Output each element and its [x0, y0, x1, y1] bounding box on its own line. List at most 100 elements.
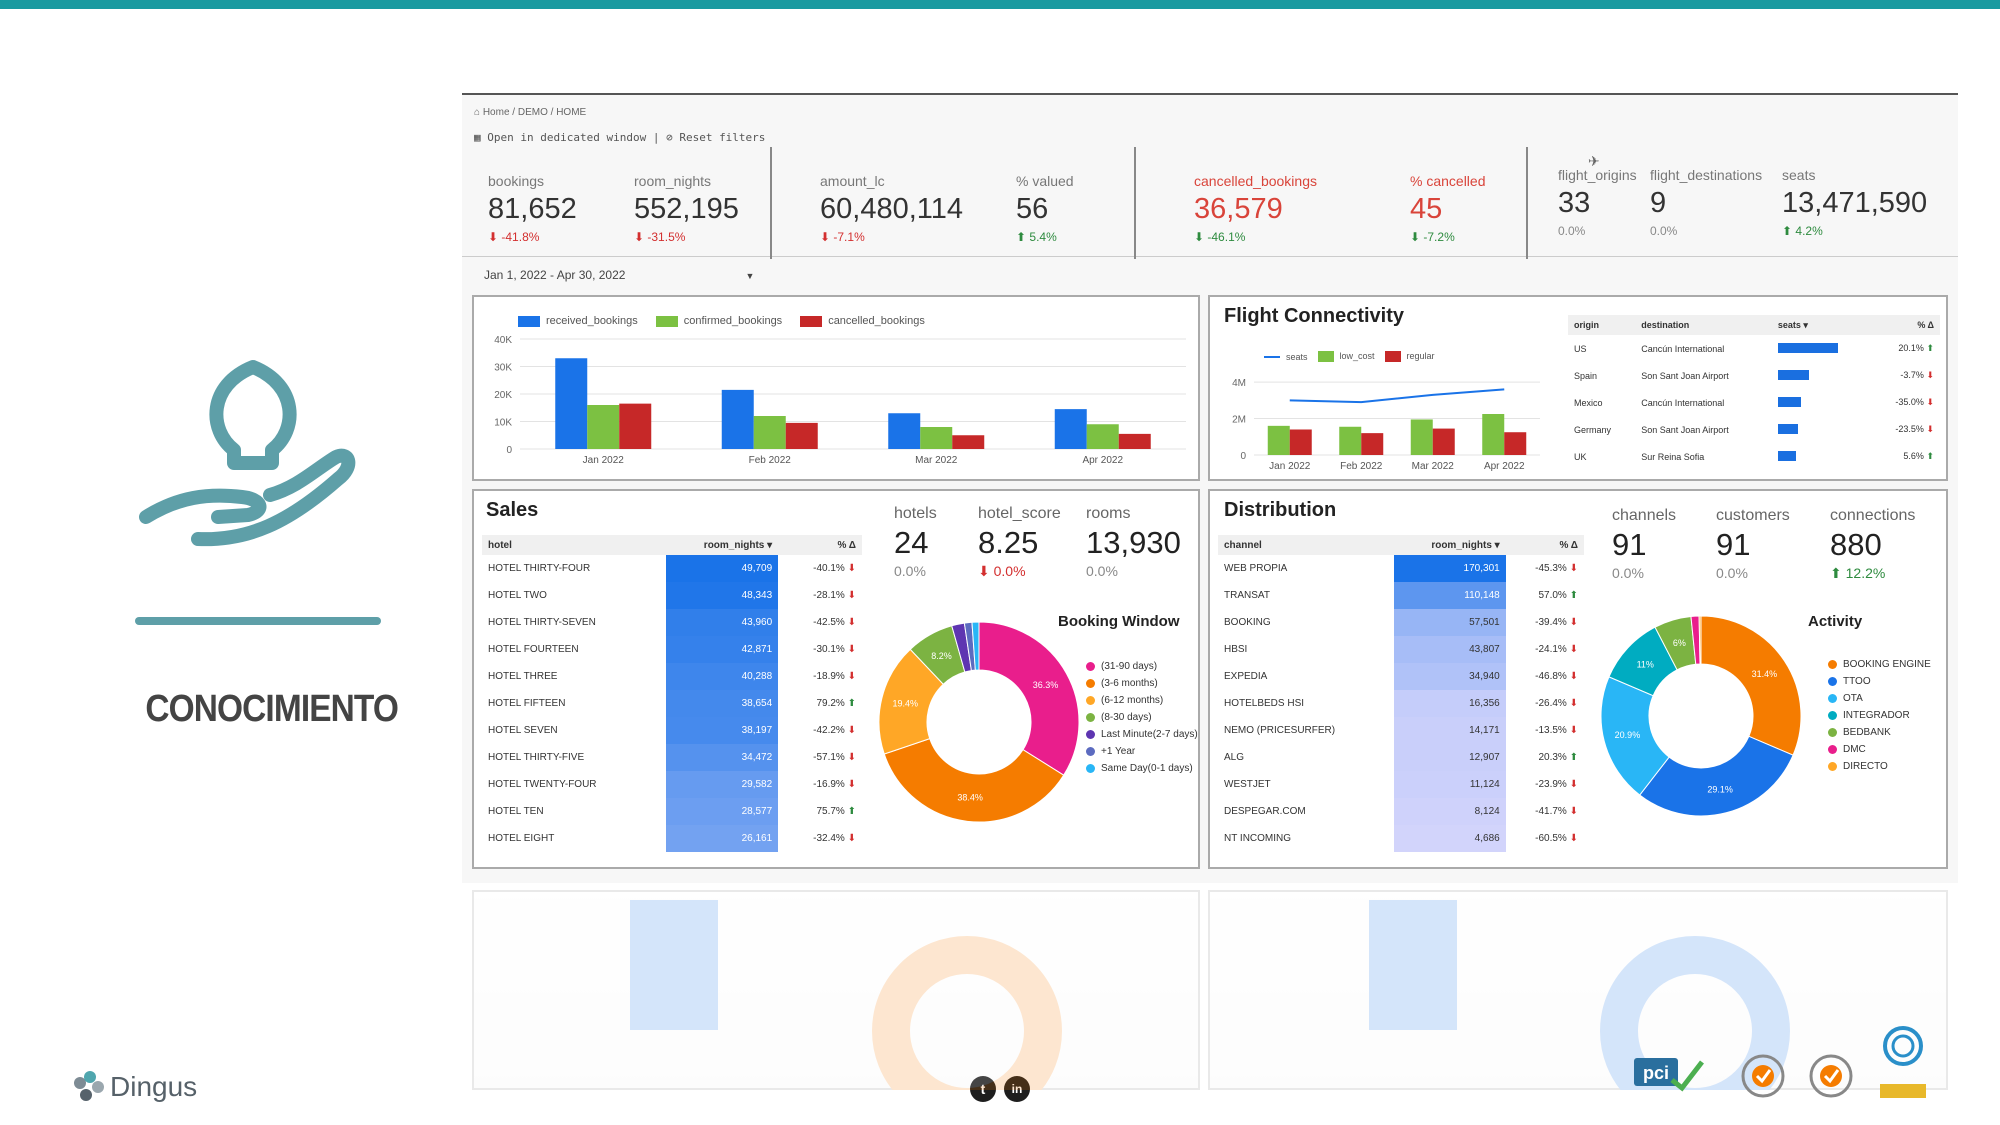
breadcrumb-home[interactable]: Home — [482, 107, 510, 118]
distribution-channel-table: channel room_nights ▾ % Δ WEB PROPIA 170,… — [1218, 535, 1584, 852]
table-row[interactable]: NT INCOMING 4,686 -60.5% ⬇ — [1218, 825, 1584, 852]
x-tick-label: Feb 2022 — [749, 455, 792, 466]
bar — [1339, 426, 1362, 455]
activity-legend: BOOKING ENGINE TTOO OTA INTEGRADOR BEDBANK DM… — [1828, 659, 1944, 778]
donut-slice — [883, 738, 1065, 823]
column-header[interactable]: channel — [1218, 535, 1394, 555]
reset-filters-link[interactable]: Reset filters — [679, 131, 766, 144]
table-row[interactable]: WESTJET 11,124 -23.9% ⬇ — [1218, 771, 1584, 798]
table-row[interactable]: HOTEL SEVEN 38,197 -42.2% ⬇ — [482, 717, 862, 744]
legend-item: DIRECTO — [1828, 761, 1944, 772]
table-row[interactable]: HOTEL TWENTY-FOUR 29,582 -16.9% ⬇ — [482, 771, 862, 798]
donut-slice — [1639, 735, 1794, 817]
legend-item: Same Day(0-1 days) — [1086, 763, 1198, 774]
legend-item: Last Minute(2-7 days) — [1086, 729, 1198, 740]
slice-label: 19.4% — [892, 699, 918, 709]
table-row[interactable]: HOTEL THREE 40,288 -18.9% ⬇ — [482, 663, 862, 690]
room-nights-cell: 34,472 — [666, 744, 779, 771]
breadcrumb-demo[interactable]: DEMO — [517, 107, 548, 118]
room-nights-cell: 110,148 — [1393, 582, 1506, 609]
legend-item: +1 Year — [1086, 746, 1198, 757]
table-row[interactable]: Germany Son Sant Joan Airport -23.5% ⬇ — [1568, 416, 1940, 443]
table-row[interactable]: BOOKING 57,501 -39.4% ⬇ — [1218, 609, 1584, 636]
table-row[interactable]: HOTEL FIFTEEN 38,654 79.2% ⬆ — [482, 690, 862, 717]
kpi-pct-cancelled: % cancelled 45 ⬇ -7.2% — [1410, 173, 1486, 244]
donut-title: Booking Window — [1058, 613, 1180, 630]
dingus-logo: Dingus — [74, 1070, 197, 1104]
pct-cell: -41.7% ⬇ — [1535, 806, 1578, 817]
kpi-flight-destinations: flight_destinations 9 0.0% — [1650, 167, 1763, 238]
x-tick-label: Feb 2022 — [1340, 461, 1383, 472]
y-tick-label: 4M — [1232, 378, 1246, 389]
column-header[interactable]: origin — [1568, 315, 1636, 335]
table-row[interactable]: HOTEL TEN 28,577 75.7% ⬆ — [482, 798, 862, 825]
pct-cell: -30.1% ⬇ — [813, 644, 856, 655]
bookings-chart-panel: received_bookings confirmed_bookings can… — [472, 295, 1200, 481]
column-header[interactable]: % Δ — [1870, 315, 1940, 335]
column-header[interactable]: room_nights ▾ — [666, 535, 779, 555]
pct-cell: -35.0% ⬇ — [1895, 397, 1934, 407]
pct-cell: -42.2% ⬇ — [813, 725, 856, 736]
panel-title: Distribution — [1224, 499, 1337, 521]
name-cell: HOTEL TWO — [488, 590, 547, 601]
room-nights-cell: 170,301 — [1393, 555, 1506, 582]
column-header[interactable]: room_nights ▾ — [1393, 535, 1506, 555]
iso-badge-icon — [1738, 1052, 1788, 1104]
slice-label: 38.4% — [957, 792, 983, 802]
name-cell: HOTEL FOURTEEN — [488, 644, 579, 655]
table-row[interactable]: UK Sur Reina Sofia 5.6% ⬆ — [1568, 443, 1940, 470]
table-row[interactable]: TRANSAT 110,148 57.0% ⬆ — [1218, 582, 1584, 609]
column-header[interactable]: destination — [1635, 315, 1772, 335]
table-row[interactable]: HOTEL THIRTY-FOUR 49,709 -40.1% ⬇ — [482, 555, 862, 582]
table-row[interactable]: NEMO (PRICESURFER) 14,171 -13.5% ⬇ — [1218, 717, 1584, 744]
date-range-selector[interactable]: Jan 1, 2022 - Apr 30, 2022 ▼ — [484, 268, 755, 282]
open-window-link[interactable]: Open in dedicated window — [487, 131, 647, 144]
table-row[interactable]: ALG 12,907 20.3% ⬆ — [1218, 744, 1584, 771]
table-row[interactable]: HOTEL FOURTEEN 42,871 -30.1% ⬇ — [482, 636, 862, 663]
table-row[interactable]: DESPEGAR.COM 8,124 -41.7% ⬇ — [1218, 798, 1584, 825]
distribution-panel: Distribution channel room_nights ▾ % Δ W… — [1208, 489, 1948, 869]
reset-icon[interactable]: ⊘ — [666, 131, 680, 144]
bar — [1504, 432, 1527, 455]
kpi-seats: seats 13,471,590 ⬆ 4.2% — [1782, 167, 1928, 238]
pct-cell: -42.5% ⬇ — [813, 617, 856, 628]
table-row[interactable]: HOTEL TWO 48,343 -28.1% ⬇ — [482, 582, 862, 609]
seats-bar-cell — [1772, 389, 1871, 416]
table-row[interactable]: US Cancún International 20.1% ⬆ — [1568, 335, 1940, 362]
flight-legend: seats low_cost regular — [1264, 351, 1435, 363]
slice-label: 8.2% — [931, 651, 952, 661]
kpi-hotels: hotels 24 0.0% — [894, 505, 937, 579]
table-row[interactable]: HOTEL EIGHT 26,161 -32.4% ⬇ — [482, 825, 862, 852]
table-row[interactable]: WEB PROPIA 170,301 -45.3% ⬇ — [1218, 555, 1584, 582]
destination-cell: Son Sant Joan Airport — [1641, 424, 1729, 435]
table-row[interactable]: EXPEDIA 34,940 -46.8% ⬇ — [1218, 663, 1584, 690]
table-row[interactable]: HBSI 43,807 -24.1% ⬇ — [1218, 636, 1584, 663]
x-tick-label: Apr 2022 — [1484, 461, 1525, 472]
window-icon[interactable]: ▦ — [474, 131, 488, 144]
table-row[interactable]: HOTEL THIRTY-FIVE 34,472 -57.1% ⬇ — [482, 744, 862, 771]
pct-cell: -28.1% ⬇ — [813, 590, 856, 601]
pct-cell: -24.1% ⬇ — [1535, 644, 1578, 655]
destination-cell: Sur Reina Sofia — [1641, 451, 1705, 462]
table-row[interactable]: Spain Son Sant Joan Airport -3.7% ⬇ — [1568, 362, 1940, 389]
name-cell: ALG — [1224, 752, 1245, 763]
table-row[interactable]: Mexico Cancún International -35.0% ⬇ — [1568, 389, 1940, 416]
bar — [619, 403, 652, 449]
room-nights-cell: 26,161 — [666, 825, 779, 852]
table-row[interactable]: HOTEL THIRTY-SEVEN 43,960 -42.5% ⬇ — [482, 609, 862, 636]
pct-cell: 79.2% ⬆ — [816, 698, 856, 709]
column-header[interactable]: hotel — [482, 535, 667, 555]
origin-cell: UK — [1574, 451, 1587, 462]
column-header[interactable]: seats ▾ — [1771, 315, 1871, 335]
room-nights-cell: 28,577 — [666, 798, 779, 825]
column-header[interactable]: % Δ — [1505, 535, 1584, 555]
donut-slice — [1700, 615, 1802, 756]
name-cell: NEMO (PRICESURFER) — [1224, 725, 1336, 736]
table-row[interactable]: HOTELBEDS HSI 16,356 -26.4% ⬇ — [1218, 690, 1584, 717]
origin-cell: Germany — [1574, 424, 1612, 435]
donut-slice — [971, 621, 980, 671]
slice-label: 6% — [1673, 638, 1686, 648]
kpi-pct-valued: % valued 56 ⬆ 5.4% — [1016, 173, 1074, 244]
home-icon[interactable]: ⌂ — [474, 107, 483, 118]
column-header[interactable]: % Δ — [778, 535, 862, 555]
